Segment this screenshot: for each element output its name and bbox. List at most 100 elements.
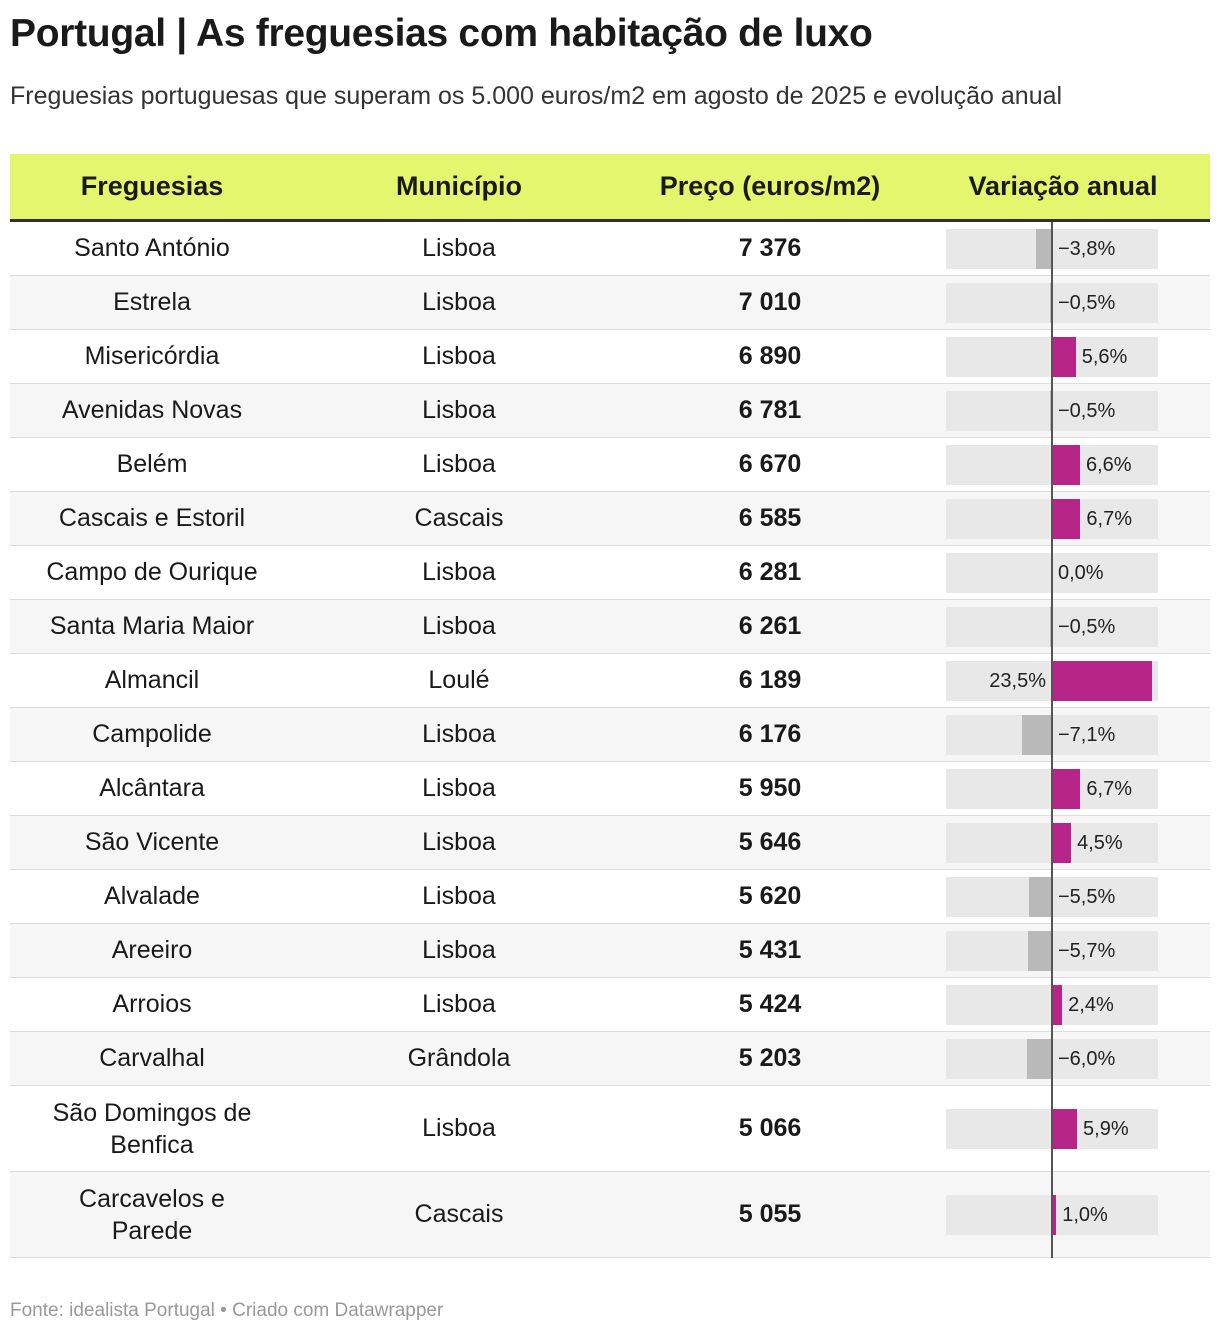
variation-bar: [1052, 499, 1081, 539]
cell-freguesia: São Domingos de Benfica: [52, 1098, 252, 1159]
cell-variacao: 2,4%: [916, 978, 1210, 1032]
cell-freguesia: Campolide: [92, 720, 212, 748]
variation-bar: [1052, 1195, 1057, 1235]
cell-municipio: Cascais: [414, 504, 504, 532]
table-row: Cascais e Estoril Cascais 6 585 6,7%: [10, 492, 1210, 546]
cell-municipio: Lisboa: [422, 558, 496, 586]
zero-axis-line: [1051, 978, 1053, 1032]
table-row: Campo de Ourique Lisboa 6 281 0,0%: [10, 546, 1210, 600]
cell-preco: 6 585: [738, 504, 802, 532]
cell-variacao: 6,7%: [916, 492, 1210, 546]
cell-preco: 7 376: [738, 234, 802, 262]
cell-preco: 6 781: [738, 396, 802, 424]
table-row: Areeiro Lisboa 5 431 −5,7%: [10, 924, 1210, 978]
cell-preco: 6 670: [738, 450, 802, 478]
variation-label: 5,9%: [1083, 1118, 1129, 1140]
cell-municipio: Lisboa: [422, 1114, 496, 1142]
cell-preco: 5 203: [738, 1044, 802, 1072]
table-row: Santa Maria Maior Lisboa 6 261 −0,5%: [10, 600, 1210, 654]
variation-label: 4,5%: [1077, 832, 1123, 854]
variation-label: 6,7%: [1086, 778, 1132, 800]
cell-freguesia: Misericórdia: [84, 342, 220, 370]
cell-variacao: −0,5%: [916, 276, 1210, 330]
cell-preco: 6 189: [738, 666, 802, 694]
table-row: São Domingos de Benfica Lisboa 5 066 5,9%: [10, 1086, 1210, 1172]
table-row: Alcântara Lisboa 5 950 6,7%: [10, 762, 1210, 816]
table-row: Campolide Lisboa 6 176 −7,1%: [10, 708, 1210, 762]
variation-label: −3,8%: [1058, 238, 1116, 260]
zero-axis-line: [1051, 276, 1053, 330]
column-header-freguesias: Freguesias: [80, 171, 224, 201]
cell-variacao: 4,5%: [916, 816, 1210, 870]
cell-municipio: Lisboa: [422, 342, 496, 370]
variation-bar: [1049, 607, 1052, 647]
variation-bar: [1027, 931, 1052, 971]
source-footer: Fonte: idealista Portugal • Criado com D…: [10, 1300, 444, 1321]
cell-variacao: 1,0%: [916, 1172, 1210, 1258]
cell-freguesia: Cascais e Estoril: [58, 504, 246, 532]
cell-municipio: Lisboa: [422, 720, 496, 748]
column-header-municipio: Município: [396, 171, 522, 201]
zero-axis-line: [1051, 708, 1053, 762]
zero-axis-line: [1051, 546, 1053, 600]
table-header: Freguesias Município Preço (euros/m2) Va…: [10, 154, 1210, 222]
cell-variacao: 0,0%: [916, 546, 1210, 600]
variation-bar: [1021, 715, 1052, 755]
table-body: Santo António Lisboa 7 376 −3,8% Estrela Lisb…: [10, 222, 1210, 1258]
variation-bar: [1052, 445, 1080, 485]
zero-axis-line: [1051, 1086, 1053, 1172]
cell-freguesia: Almancil: [104, 666, 200, 694]
variation-label: −7,1%: [1058, 724, 1116, 746]
table-row: Arroios Lisboa 5 424 2,4%: [10, 978, 1210, 1032]
zero-axis-line: [1051, 924, 1053, 978]
variation-label: −0,5%: [1058, 400, 1116, 422]
cell-variacao: 5,9%: [916, 1086, 1210, 1172]
cell-preco: 6 176: [738, 720, 802, 748]
cell-municipio: Loulé: [428, 666, 490, 694]
cell-variacao: −5,5%: [916, 870, 1210, 924]
table-row: Misericórdia Lisboa 6 890 5,6%: [10, 330, 1210, 384]
cell-municipio: Lisboa: [422, 234, 496, 262]
zero-axis-line: [1051, 816, 1053, 870]
cell-preco: 5 055: [738, 1200, 802, 1228]
zero-axis-line: [1051, 600, 1053, 654]
cell-variacao: 6,6%: [916, 438, 1210, 492]
variation-label: 0,0%: [1058, 562, 1104, 584]
variation-label: −0,5%: [1058, 616, 1116, 638]
variation-label: 5,6%: [1081, 346, 1128, 368]
cell-preco: 6 890: [738, 342, 802, 370]
cell-freguesia: Areeiro: [111, 936, 193, 964]
variation-label: −5,7%: [1058, 940, 1116, 962]
cell-freguesia: São Vicente: [84, 828, 220, 856]
page-title: Portugal | As freguesias com habitação d…: [10, 12, 873, 55]
cell-municipio: Lisboa: [422, 882, 496, 910]
cell-variacao: −0,5%: [916, 384, 1210, 438]
cell-municipio: Lisboa: [422, 990, 496, 1018]
cell-variacao: −7,1%: [916, 708, 1210, 762]
cell-preco: 5 431: [738, 936, 802, 964]
cell-freguesia: Belém: [116, 450, 188, 478]
variation-label: −5,5%: [1058, 886, 1116, 908]
table-row: Carvalhal Grândola 5 203 −6,0%: [10, 1032, 1210, 1086]
table-row: Santo António Lisboa 7 376 −3,8%: [10, 222, 1210, 276]
cell-variacao: 6,7%: [916, 762, 1210, 816]
cell-variacao: −3,8%: [916, 222, 1210, 276]
variation-bar: [1052, 985, 1063, 1025]
cell-municipio: Lisboa: [422, 288, 496, 316]
variation-bar: [1028, 877, 1052, 917]
variation-label: 6,6%: [1085, 454, 1132, 476]
table-row: Estrela Lisboa 7 010 −0,5%: [10, 276, 1210, 330]
zero-axis-line: [1051, 654, 1053, 708]
table-row: Almancil Loulé 6 189 23,5%: [10, 654, 1210, 708]
variation-bar: [1052, 823, 1072, 863]
cell-freguesia: Santo António: [74, 234, 230, 262]
cell-freguesia: Arroios: [112, 990, 192, 1018]
table-row: Avenidas Novas Lisboa 6 781 −0,5%: [10, 384, 1210, 438]
cell-preco: 5 424: [738, 990, 802, 1018]
variation-label: −6,0%: [1058, 1048, 1116, 1070]
variation-label: 1,0%: [1062, 1204, 1108, 1226]
cell-municipio: Lisboa: [422, 396, 496, 424]
cell-preco: 5 066: [738, 1114, 802, 1142]
zero-axis-line: [1051, 438, 1053, 492]
cell-variacao: 23,5%: [916, 654, 1210, 708]
